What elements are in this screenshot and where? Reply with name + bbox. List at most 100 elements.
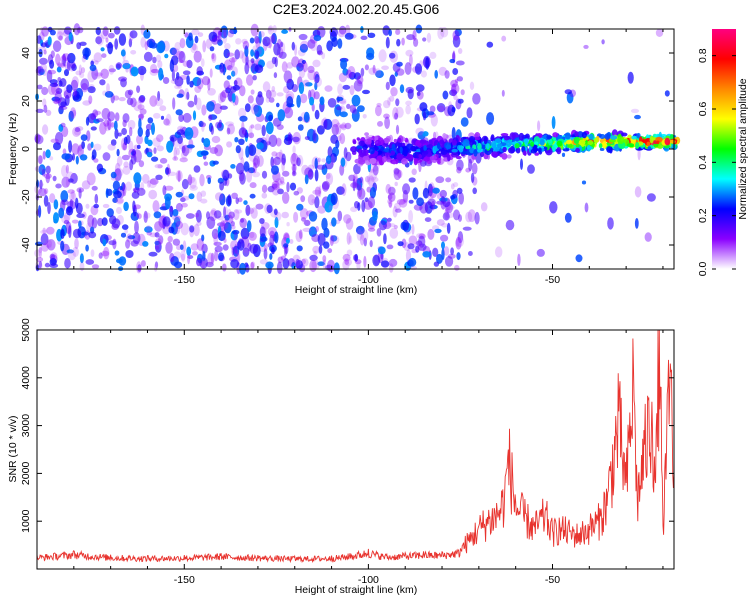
spectrogram-cell [394,112,399,120]
signal-cell [518,132,525,141]
spectrogram-cell [311,259,320,270]
spectrogram-cell [186,176,196,184]
spectrogram-cell [501,89,505,97]
spectrogram-cell [175,191,183,198]
signal-cell [445,144,452,150]
spectrogram-cell [268,114,273,122]
spectrogram-cell [291,41,295,51]
spectrogram-cell [342,253,351,262]
spectrogram-cell [227,30,234,38]
spectrogram-cell [47,36,52,46]
spectrogram-cell [175,170,183,182]
spectrogram-cell [266,204,273,214]
spectrogram-cell [136,85,141,93]
spectrogram-cell [68,140,73,153]
y-tick-label: 1000 [20,509,32,533]
spectrogram-cell [45,239,52,248]
spectrogram-cell [223,48,230,59]
spectrogram-cell [237,252,241,261]
spectrogram-cell [317,50,323,56]
spectrogram-cell [75,70,82,76]
spectrogram-cell [211,52,217,64]
spectrogram-cell [49,253,55,260]
spectrogram-cell [549,201,558,214]
spectrogram-cell [250,89,255,95]
signal-cell [620,132,628,137]
spectrogram-cell [85,244,89,252]
spectrogram-cell [395,29,401,35]
spectrogram-cell [285,237,290,244]
spectrogram-cell [106,188,113,196]
spectrogram-cell [64,258,71,269]
spectrogram-cell [664,90,670,97]
spectrogram-cell [336,106,343,111]
spectrogram-cell [43,49,47,55]
spectrogram-cell [271,85,276,93]
spectrogram-cell [418,159,422,173]
spectrogram-cell [399,84,405,94]
spectrogram-cell [357,187,366,200]
spectrogram-cell [434,228,442,234]
spectrogram-cell [273,72,278,79]
spectrogram-cell [340,58,348,70]
spectrogram-cell [212,160,219,165]
signal-cell [609,135,618,140]
spectrogram-cell [199,173,205,187]
spectrogram-cell [151,156,159,162]
spectrogram-cell [40,42,47,48]
spectrogram-cell [234,244,238,254]
spectrogram-cell [372,64,376,74]
spectrogram-cell [394,172,400,176]
spectrogram-cell [313,91,320,100]
spectrogram-cell [271,158,277,166]
spectrogram-cell [173,147,177,161]
spectrogram-cell [287,132,292,145]
spectrogram-cell [122,165,131,175]
spectrogram-cell [182,240,187,252]
spectrogram-cell [205,38,212,49]
spectrogram-cell [130,153,137,165]
spectrogram-cell [389,227,399,239]
spectrogram-cell [66,249,75,254]
spectrogram-cell [156,145,164,152]
signal-cell [575,147,580,153]
spectrogram-cell [186,91,190,100]
spectrogram-cell [114,250,120,256]
spectrogram-cell [211,228,219,240]
signal-cell [500,133,509,137]
signal-cell [534,141,539,145]
signal-cell [419,139,427,145]
spectrogram-cell [116,156,123,167]
spectrogram-cell [292,163,296,175]
spectrogram-cell [214,144,224,157]
spectrogram-cell [472,187,478,195]
spectrogram-cell [127,119,136,130]
signal-cell [505,139,512,148]
spectrogram-cell [281,29,288,34]
signal-cell [418,154,423,159]
spectrogram-cell [327,248,333,254]
spectrogram-cell [158,235,164,245]
spectrogram-cell [154,164,163,169]
spectrogram-cell [350,182,359,189]
spectrogram-cell [383,100,391,109]
spectrogram-cell [322,259,327,269]
spectrogram-cell [450,195,456,200]
spectrogram-cell [422,131,429,137]
spectrogram-cell [49,29,56,36]
spectrogram-cell [92,109,99,118]
spectrogram-cell [244,62,250,75]
spectrogram-cell [362,89,370,95]
spectrogram-cell [346,69,352,79]
spectrogram-cell [201,258,206,269]
spectrogram-cell [72,126,81,137]
spectrogram-cell [49,156,54,161]
spectrogram-cell [388,223,396,228]
signal-cell [433,131,437,140]
spectrogram-cell [114,38,119,50]
spectrogram-cell [174,41,181,51]
spectrogram-cell [344,258,352,266]
spectrogram-cell [211,135,221,144]
spectrogram-cell [356,229,363,241]
spectrogram-cell [433,261,440,267]
